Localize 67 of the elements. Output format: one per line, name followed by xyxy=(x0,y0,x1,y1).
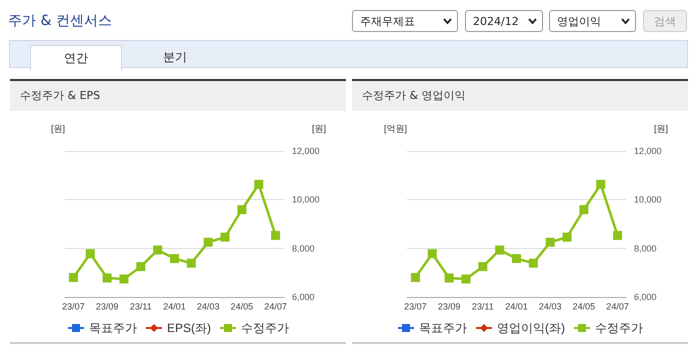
point xyxy=(613,230,622,240)
x-tick-label: 24/07 xyxy=(264,302,287,312)
point xyxy=(461,274,470,284)
legend-label: EPS(좌) xyxy=(167,321,212,335)
x-tick-label: 24/05 xyxy=(572,302,596,312)
text: 2024/12 xyxy=(465,10,543,32)
point xyxy=(153,246,162,255)
point xyxy=(271,230,280,240)
text: 검색 xyxy=(643,10,687,32)
legend-label: 목표주가 xyxy=(419,321,468,335)
point xyxy=(478,262,488,272)
y2-tick-label: 8,000 xyxy=(634,243,657,254)
x-tick-label: 24/07 xyxy=(606,302,629,312)
x-tick-label: 24/03 xyxy=(196,302,220,312)
x-tick-label: 23/11 xyxy=(472,302,494,312)
point xyxy=(204,238,213,247)
point xyxy=(562,232,572,242)
point xyxy=(68,273,78,282)
point xyxy=(410,273,420,282)
x-tick-label: 24/05 xyxy=(230,302,254,312)
y-axis-title: [원] xyxy=(50,124,65,134)
point xyxy=(86,249,95,258)
x-tick-label: 24/01 xyxy=(505,302,528,312)
legend-label: 수정주가 xyxy=(241,321,289,335)
y2-axis-title: [원] xyxy=(312,124,326,134)
point xyxy=(512,254,521,264)
y-axis-title: [억원] xyxy=(384,124,407,134)
point xyxy=(237,205,246,214)
y2-tick-label: 12,000 xyxy=(634,146,662,156)
y2-tick-label: 10,000 xyxy=(292,194,320,205)
point xyxy=(119,274,128,284)
point xyxy=(170,254,179,264)
x-tick-label: 23/11 xyxy=(130,302,152,312)
x-tick-label: 23/09 xyxy=(438,302,460,312)
chart-title: 수정주가 & 영업이익 xyxy=(352,79,688,111)
point xyxy=(136,262,146,272)
point xyxy=(596,180,606,189)
point xyxy=(528,258,538,268)
legend-label: 영업이익(좌) xyxy=(497,321,566,335)
point xyxy=(186,258,196,268)
legend-label: 목표주가 xyxy=(89,321,137,335)
x-tick-label: 23/07 xyxy=(404,302,427,312)
x-tick-label: 23/09 xyxy=(96,302,118,312)
y2-axis-title: [원] xyxy=(654,124,668,134)
point xyxy=(220,232,230,242)
y2-tick-label: 6,000 xyxy=(292,292,315,302)
text: 영업이익 xyxy=(549,10,636,32)
y2-tick-label: 10,000 xyxy=(634,194,662,205)
point xyxy=(444,274,454,283)
y2-tick-label: 12,000 xyxy=(292,146,320,156)
x-tick-label: 24/01 xyxy=(163,302,186,312)
point xyxy=(254,180,264,189)
point xyxy=(495,246,504,255)
text: 주가 & 컨센서스 xyxy=(8,12,112,30)
point xyxy=(546,238,555,247)
point xyxy=(102,274,112,283)
x-tick-label: 24/03 xyxy=(538,302,562,312)
legend-label: 수정주가 xyxy=(594,321,643,335)
y2-tick-label: 6,000 xyxy=(634,292,657,302)
point xyxy=(428,249,437,258)
text: 주재무제표 xyxy=(352,10,458,32)
y2-tick-label: 8,000 xyxy=(292,243,315,254)
point xyxy=(579,205,588,214)
chart-title: 수정주가 & EPS xyxy=(10,79,346,111)
text: 연간 xyxy=(30,45,122,70)
text: 분기 xyxy=(162,49,188,66)
x-tick-label: 23/07 xyxy=(62,302,85,312)
